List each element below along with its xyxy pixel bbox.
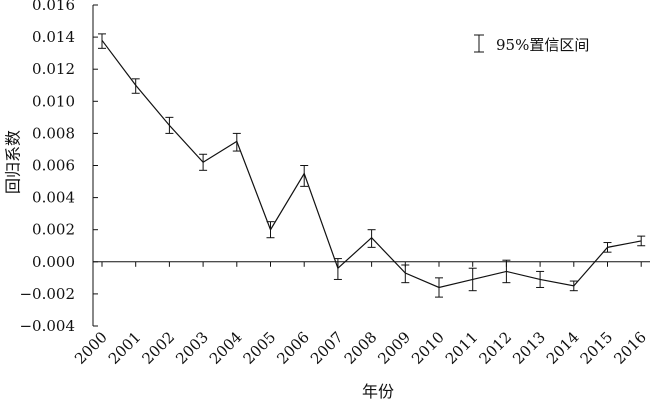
x-tick-label: 2005 [240, 328, 280, 368]
error-bar [98, 33, 106, 49]
legend: 95%置信区间 [474, 34, 589, 54]
error-bar [569, 280, 578, 292]
y-tick-label: 0.004 [32, 189, 75, 207]
x-tick-label: 2006 [273, 328, 313, 368]
error-bar [199, 153, 208, 171]
y-tick-label: 0.016 [32, 0, 75, 14]
x-tick-label: 2016 [610, 328, 650, 368]
y-tick-label: 0.002 [32, 221, 75, 239]
x-tick-label: 2012 [475, 328, 515, 368]
error-bar [401, 264, 410, 284]
x-ticks: 2000200120022003200420052006200720082009… [71, 261, 650, 368]
y-axis-title: 回归系数 [4, 130, 23, 194]
x-tick-label: 2007 [307, 328, 347, 368]
x-tick-label: 2009 [374, 328, 414, 368]
x-tick-label: 2014 [543, 328, 583, 368]
error-bar [502, 259, 511, 284]
y-tick-label: −0.004 [19, 317, 75, 335]
x-tick-label: 2013 [509, 328, 549, 368]
y-tick-label: 0.000 [32, 253, 75, 271]
y-ticks: 0.016 0.014 0.012 0.010 0.008 0.006 0.004 0.002… [19, 0, 98, 335]
series-line [101, 39, 642, 289]
legend-errorbar-marker [474, 34, 484, 53]
error-bar [266, 221, 275, 239]
error-bar [300, 165, 309, 187]
error-bar [468, 267, 477, 292]
error-bar [131, 78, 140, 94]
x-tick-label: 2001 [105, 328, 145, 368]
x-tick-label: 2000 [71, 328, 111, 368]
x-tick-label: 2003 [172, 328, 212, 368]
y-tick-label: 0.006 [32, 157, 75, 175]
y-tick-label: −0.002 [19, 285, 75, 303]
y-tick-label: 0.010 [32, 92, 75, 110]
x-tick-label: 2011 [442, 328, 482, 368]
error-bar [637, 235, 646, 247]
x-tick-label: 2008 [341, 328, 381, 368]
x-axis-title: 年份 [362, 382, 394, 401]
error-bar [435, 277, 443, 298]
error-bar [232, 132, 241, 152]
x-tick-label: 2015 [577, 328, 617, 368]
error-bar [165, 116, 174, 134]
x-tick-label: 2010 [408, 328, 448, 368]
y-tick-label: 0.008 [32, 124, 75, 142]
series [98, 33, 646, 298]
error-bar [333, 258, 342, 280]
error-bar [536, 270, 545, 288]
error-bar [367, 229, 376, 248]
error-bar [603, 242, 612, 253]
x-tick-label: 2004 [206, 328, 246, 368]
legend-label: 95%置信区间 [496, 36, 589, 54]
x-tick-label: 2002 [138, 328, 178, 368]
y-tick-label: 0.012 [32, 60, 75, 78]
y-tick-label: 0.014 [32, 28, 75, 46]
